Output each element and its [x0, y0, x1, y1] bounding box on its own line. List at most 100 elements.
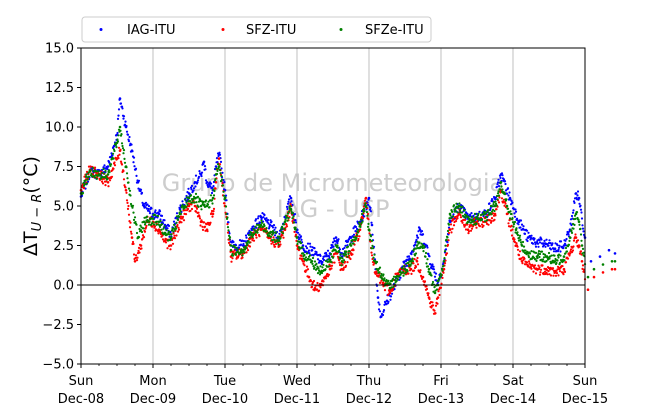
data-point	[212, 185, 215, 188]
legend-label-iag: IAG-ITU	[127, 23, 176, 38]
data-point	[279, 243, 282, 246]
data-point	[225, 212, 228, 215]
data-point	[211, 186, 214, 189]
data-point	[557, 246, 561, 249]
data-point	[287, 217, 290, 220]
data-point	[521, 240, 525, 244]
data-point	[83, 183, 87, 186]
data-point	[207, 185, 210, 188]
data-point	[215, 172, 219, 176]
data-point	[416, 263, 420, 266]
data-point	[529, 265, 533, 269]
data-point	[461, 205, 464, 208]
data-point	[376, 269, 380, 272]
data-point	[511, 217, 514, 220]
data-point	[196, 181, 199, 184]
data-point	[449, 216, 453, 220]
data-point	[493, 218, 496, 221]
data-point	[443, 257, 446, 260]
data-point	[126, 201, 129, 204]
data-point	[548, 239, 551, 242]
data-point	[527, 260, 531, 263]
data-point	[125, 191, 128, 194]
data-point	[294, 233, 298, 236]
data-point	[151, 221, 154, 224]
data-point	[310, 249, 313, 252]
data-point	[132, 211, 135, 214]
data-point	[294, 228, 298, 231]
data-point	[357, 237, 360, 241]
data-point	[376, 296, 380, 299]
data-point	[451, 210, 454, 213]
data-point	[357, 221, 361, 224]
data-point	[381, 278, 384, 281]
data-point	[317, 289, 321, 292]
data-point	[328, 260, 331, 263]
data-point	[361, 217, 365, 220]
data-point	[138, 251, 141, 254]
data-point	[298, 233, 301, 236]
data-point	[109, 164, 112, 167]
data-point	[449, 214, 452, 217]
data-point	[540, 238, 543, 241]
data-point	[295, 235, 298, 238]
data-point	[381, 281, 385, 284]
data-point	[198, 215, 201, 218]
data-point	[457, 212, 460, 216]
data-point	[305, 252, 309, 255]
data-point	[252, 239, 256, 242]
data-point	[351, 253, 354, 256]
data-point	[131, 204, 135, 207]
data-point	[570, 214, 574, 218]
data-point	[273, 245, 277, 248]
data-point	[416, 236, 420, 239]
data-point	[230, 260, 233, 263]
data-point	[192, 189, 195, 192]
data-point	[123, 184, 126, 187]
data-point	[360, 212, 364, 216]
data-point	[166, 227, 169, 230]
data-point	[537, 264, 540, 267]
data-point	[405, 264, 409, 267]
data-point	[500, 185, 503, 188]
data-point	[368, 229, 371, 232]
data-point	[311, 262, 314, 265]
data-point	[240, 251, 244, 254]
data-point	[300, 238, 303, 241]
data-point	[576, 194, 579, 197]
data-point	[113, 164, 117, 167]
data-point	[167, 230, 171, 233]
data-point	[322, 263, 325, 266]
data-point	[492, 203, 495, 206]
data-point	[327, 265, 331, 268]
data-point	[431, 301, 434, 304]
data-point	[507, 222, 510, 225]
data-point	[227, 229, 230, 232]
data-point	[505, 204, 509, 208]
data-point	[256, 231, 259, 234]
y-tick-label: 15.0	[45, 42, 74, 57]
data-point	[573, 223, 576, 226]
data-point	[282, 223, 286, 226]
data-point	[520, 223, 524, 226]
data-point	[93, 166, 97, 169]
data-point	[136, 256, 139, 259]
data-point	[315, 251, 318, 254]
data-point	[203, 165, 207, 168]
data-point	[504, 189, 508, 192]
data-point	[530, 234, 533, 237]
data-point	[613, 267, 617, 271]
data-point	[250, 231, 253, 234]
data-point	[504, 182, 507, 186]
data-point	[577, 198, 580, 201]
data-point	[307, 275, 310, 278]
data-point	[463, 218, 467, 222]
data-point	[284, 218, 287, 221]
data-point	[333, 261, 336, 264]
data-point	[147, 207, 150, 211]
data-point	[132, 242, 135, 245]
data-point	[383, 277, 386, 280]
data-point	[120, 133, 123, 136]
data-point	[137, 249, 140, 252]
data-point	[461, 221, 464, 224]
